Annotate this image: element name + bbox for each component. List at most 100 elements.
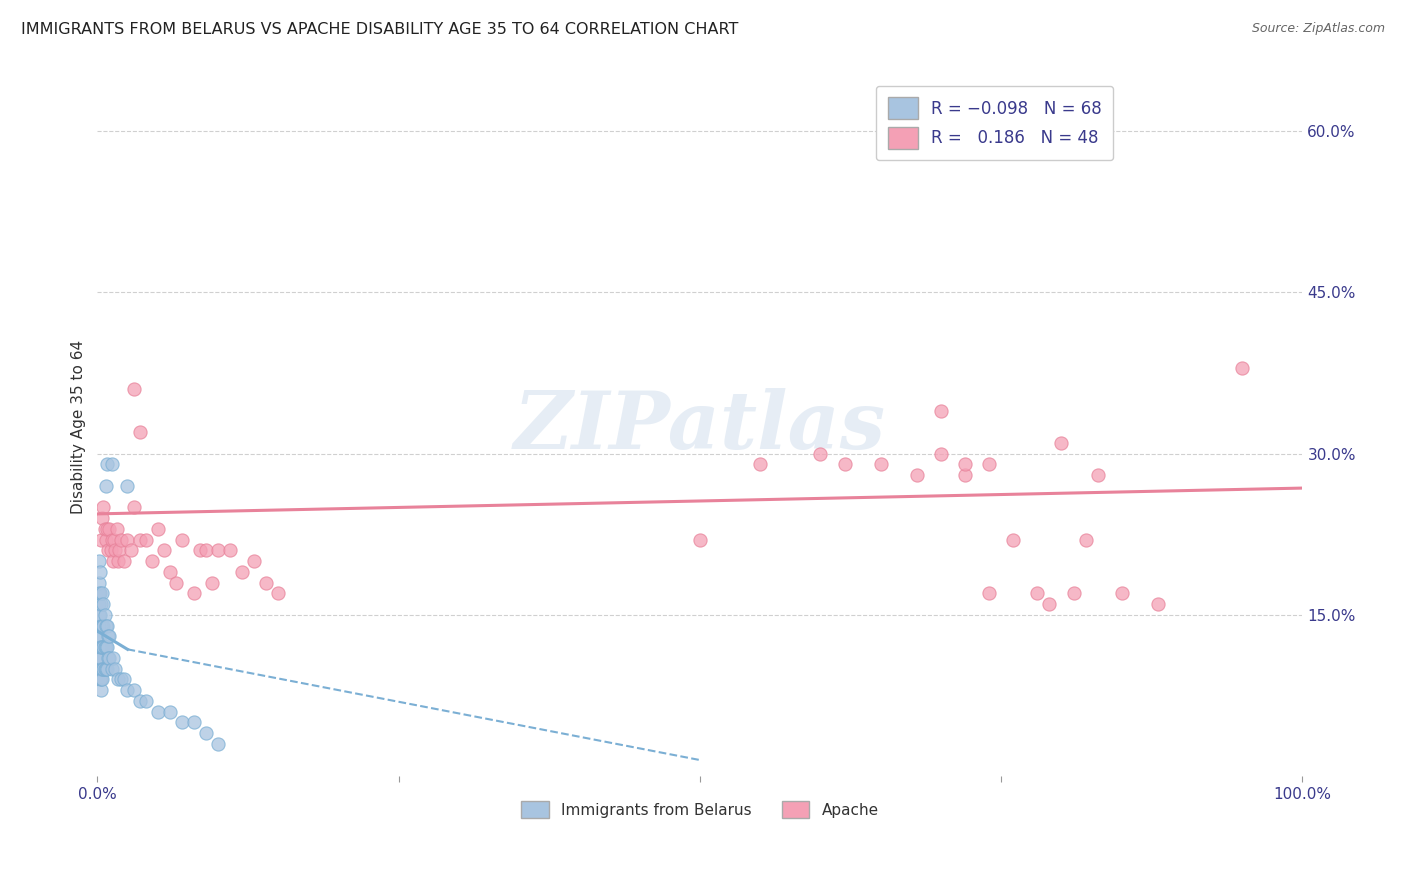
Point <box>108 543 131 558</box>
Point <box>219 543 242 558</box>
Point <box>91 586 114 600</box>
Point <box>96 458 118 472</box>
Point <box>89 640 111 655</box>
Point <box>110 673 132 687</box>
Point <box>90 673 112 687</box>
Point <box>96 662 118 676</box>
Point <box>100 543 122 558</box>
Point <box>110 533 132 547</box>
Point <box>159 565 181 579</box>
Text: IMMIGRANTS FROM BELARUS VS APACHE DISABILITY AGE 35 TO 64 CORRELATION CHART: IMMIGRANTS FROM BELARUS VS APACHE DISABI… <box>21 22 738 37</box>
Point <box>117 533 139 547</box>
Point <box>87 640 110 655</box>
Point <box>93 640 115 655</box>
Point <box>93 522 115 536</box>
Point <box>89 629 111 643</box>
Point <box>1111 586 1133 600</box>
Text: Source: ZipAtlas.com: Source: ZipAtlas.com <box>1251 22 1385 36</box>
Point <box>146 522 169 536</box>
Point <box>128 533 150 547</box>
Point <box>87 662 110 676</box>
Point <box>91 640 114 655</box>
Point <box>94 618 117 632</box>
Point <box>117 683 139 698</box>
Point <box>112 673 135 687</box>
Point <box>94 479 117 493</box>
Text: ZIPatlas: ZIPatlas <box>513 388 886 466</box>
Point <box>929 447 952 461</box>
Point <box>1002 533 1025 547</box>
Point <box>90 597 112 611</box>
Point <box>183 586 205 600</box>
Point <box>101 662 124 676</box>
Point <box>159 705 181 719</box>
Point <box>905 468 928 483</box>
Point <box>170 715 193 730</box>
Point <box>87 586 110 600</box>
Point <box>165 575 187 590</box>
Legend: Immigrants from Belarus, Apache: Immigrants from Belarus, Apache <box>515 795 884 824</box>
Point <box>89 673 111 687</box>
Point <box>87 554 110 568</box>
Point <box>98 629 121 643</box>
Point <box>188 543 211 558</box>
Point <box>194 726 217 740</box>
Point <box>207 543 229 558</box>
Point <box>128 694 150 708</box>
Point <box>122 683 145 698</box>
Point <box>107 673 129 687</box>
Point <box>183 715 205 730</box>
Point <box>97 543 120 558</box>
Point <box>135 533 157 547</box>
Point <box>101 554 124 568</box>
Point <box>267 586 290 600</box>
Point <box>89 662 111 676</box>
Point <box>103 533 125 547</box>
Point <box>1026 586 1049 600</box>
Point <box>107 554 129 568</box>
Point <box>91 618 114 632</box>
Point <box>254 575 277 590</box>
Point <box>90 683 112 698</box>
Point <box>1087 468 1109 483</box>
Point <box>953 458 976 472</box>
Point <box>122 500 145 515</box>
Point <box>89 565 111 579</box>
Point <box>101 651 124 665</box>
Point <box>201 575 224 590</box>
Point <box>87 629 110 643</box>
Point <box>87 575 110 590</box>
Point <box>1063 586 1085 600</box>
Point <box>194 543 217 558</box>
Point <box>91 662 114 676</box>
Point <box>979 458 1001 472</box>
Point <box>810 447 832 461</box>
Point <box>104 543 127 558</box>
Point <box>1232 360 1254 375</box>
Point <box>834 458 856 472</box>
Point <box>1038 597 1060 611</box>
Point <box>93 607 115 622</box>
Point <box>87 607 110 622</box>
Point <box>101 458 124 472</box>
Point <box>93 662 115 676</box>
Point <box>979 586 1001 600</box>
Point <box>96 522 118 536</box>
Point <box>112 554 135 568</box>
Point <box>87 651 110 665</box>
Point <box>90 651 112 665</box>
Point <box>105 522 128 536</box>
Point <box>90 533 112 547</box>
Point <box>953 468 976 483</box>
Point <box>96 640 118 655</box>
Point <box>91 511 114 525</box>
Point <box>97 629 120 643</box>
Point <box>128 425 150 440</box>
Point <box>1074 533 1097 547</box>
Point <box>97 651 120 665</box>
Point <box>135 694 157 708</box>
Point <box>869 458 891 472</box>
Point <box>1147 597 1170 611</box>
Point <box>90 662 112 676</box>
Point <box>93 640 115 655</box>
